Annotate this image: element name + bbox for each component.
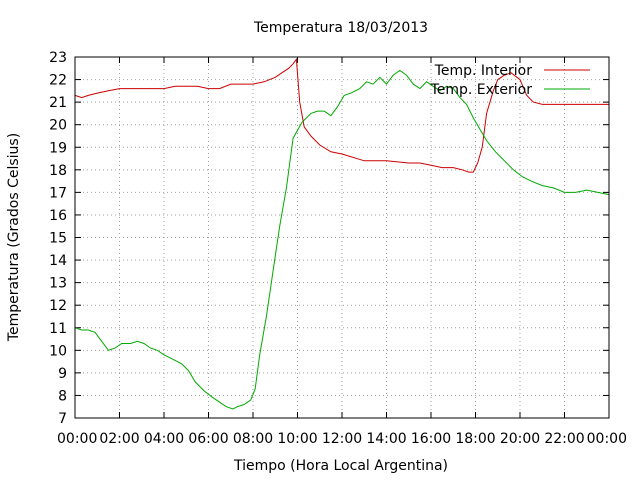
- y-tick-label: 18: [49, 163, 67, 179]
- x-tick-label: 16:00: [411, 431, 451, 447]
- x-tick-label: 12:00: [322, 431, 362, 447]
- y-tick-label: 16: [49, 208, 67, 224]
- y-tick-label: 8: [58, 388, 67, 404]
- y-tick-label: 23: [49, 50, 67, 66]
- x-axis-ticks: 00:00 02:00 04:00 06:00 08:00 10:00 12:00 14:00…: [57, 57, 627, 447]
- series-lines: [74, 57, 610, 410]
- x-tick-label: 02:00: [99, 431, 139, 447]
- chart-title: Temperatura 18/03/2013: [253, 20, 428, 36]
- x-tick-label: 22:00: [544, 431, 584, 447]
- x-tick-label: 04:00: [144, 431, 184, 447]
- x-tick-label: 20:00: [500, 431, 540, 447]
- x-tick-label: 00:00: [57, 431, 97, 447]
- y-tick-label: 21: [49, 95, 67, 111]
- series-line-temp-interior: [74, 57, 609, 173]
- x-tick-label: 06:00: [188, 431, 228, 447]
- x-tick-label: 14:00: [366, 431, 406, 447]
- x-axis-label: Tiempo (Hora Local Argentina): [233, 458, 448, 474]
- legend: Temp. Interior Temp. Exterior: [430, 63, 590, 98]
- x-tick-label: 10:00: [277, 431, 317, 447]
- y-tick-label: 12: [49, 298, 67, 314]
- legend-label: Temp. Exterior: [430, 82, 533, 98]
- legend-label: Temp. Interior: [434, 63, 533, 79]
- y-tick-label: 22: [49, 73, 67, 89]
- grid-lines: [75, 57, 609, 418]
- y-tick-label: 9: [58, 366, 67, 382]
- y-tick-label: 17: [49, 185, 67, 201]
- x-tick-label: 00:00: [587, 431, 627, 447]
- y-tick-label: 11: [49, 321, 67, 337]
- y-axis-ticks: 7 8 9 10 11 12 13 14 15 16 17 18 19 20 21 22 23: [49, 50, 609, 427]
- y-tick-label: 20: [49, 118, 67, 134]
- series-line-temp-exterior: [74, 69, 610, 410]
- y-axis-label: Temperatura (Grados Celsius): [6, 133, 22, 342]
- y-tick-label: 10: [49, 343, 67, 359]
- y-tick-label: 15: [49, 231, 67, 247]
- y-tick-label: 7: [58, 411, 67, 427]
- x-tick-label: 18:00: [455, 431, 495, 447]
- y-tick-label: 14: [49, 253, 67, 269]
- x-tick-label: 08:00: [233, 431, 273, 447]
- y-tick-label: 19: [49, 140, 67, 156]
- plot-frame: [74, 56, 610, 419]
- y-tick-label: 13: [49, 276, 67, 292]
